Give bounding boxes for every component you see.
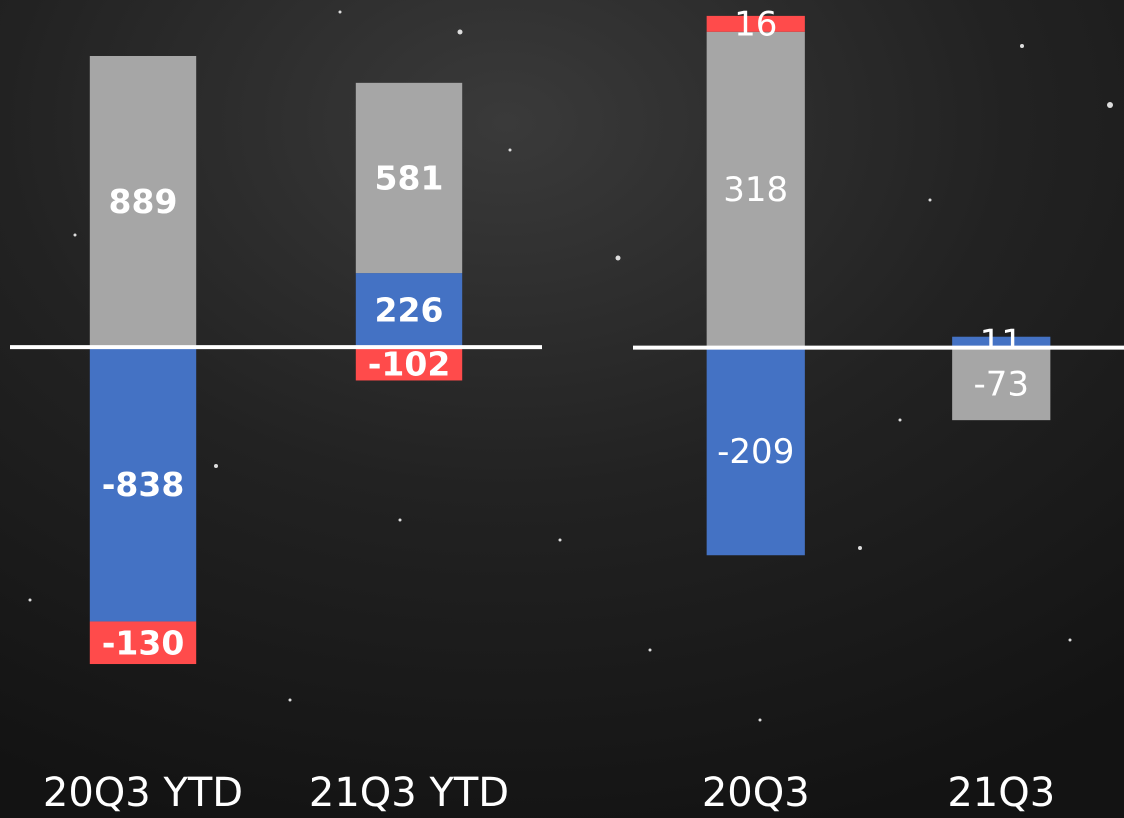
chart: -838 889 -130 20Q3 YTD 226 581 -102 21Q3 YTD -20… xyxy=(0,0,1124,818)
value-label: -130 xyxy=(102,623,185,662)
x-tick-label: 20Q3 YTD xyxy=(43,770,243,816)
value-label: 889 xyxy=(109,182,178,221)
value-label: 581 xyxy=(375,158,444,197)
value-label: -838 xyxy=(102,465,185,504)
value-label: 318 xyxy=(723,170,788,210)
value-label: 16 xyxy=(734,4,777,44)
value-label: -209 xyxy=(717,432,794,472)
value-label: 226 xyxy=(375,291,444,330)
x-tick-label: 21Q3 YTD xyxy=(309,770,509,816)
page: -838 889 -130 20Q3 YTD 226 581 -102 21Q3 YTD -20… xyxy=(0,0,1124,818)
x-tick-label: 20Q3 xyxy=(702,770,810,816)
value-label: -102 xyxy=(368,344,451,383)
x-tick-label: 21Q3 xyxy=(947,770,1055,816)
value-label: -73 xyxy=(973,364,1029,404)
